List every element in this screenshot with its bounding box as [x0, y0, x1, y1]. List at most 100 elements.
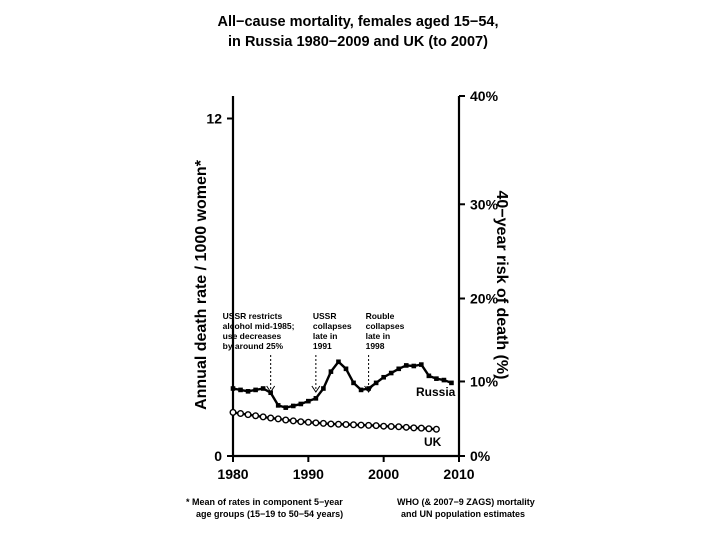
right-y-tick-label: 10%: [470, 373, 499, 389]
russia-data-point: [343, 366, 349, 372]
russia-data-point: [268, 390, 273, 396]
annotation-text-line: USSR: [313, 311, 337, 321]
annotation-text-line: late in: [313, 331, 338, 341]
uk-data-point: [267, 414, 275, 422]
russia-data-point: [441, 377, 447, 383]
uk-data-point: [244, 411, 252, 419]
russia-data-point: [403, 363, 409, 368]
uk-data-point: [357, 421, 365, 429]
uk-series: [229, 408, 440, 433]
footnote-right-line-1: WHO (& 2007−9 ZAGS) mortality: [397, 497, 535, 507]
right-y-tick-label: 20%: [470, 291, 499, 307]
russia-data-point: [306, 398, 311, 404]
russia-data-point: [419, 362, 424, 367]
uk-data-point: [304, 418, 312, 426]
uk-data-point: [327, 420, 335, 428]
uk-data-point: [237, 410, 245, 418]
russia-data-point: [381, 374, 386, 380]
uk-series-label: UK: [424, 435, 442, 449]
chart-title-line-2: in Russia 1980−2009 and UK (to 2007): [228, 34, 488, 50]
russia-data-point: [351, 380, 356, 386]
russia-series-label: Russia: [416, 385, 456, 399]
annotation-text-line: collapses: [313, 321, 352, 331]
russia-data-point: [396, 366, 402, 372]
footnote-left-line-1: * Mean of rates in component 5−year: [186, 497, 343, 507]
uk-data-point: [229, 408, 237, 416]
russia-data-point: [290, 403, 296, 409]
russia-data-point: [313, 396, 319, 401]
russia-data-point: [230, 386, 236, 391]
annotation-text-line: late in: [366, 331, 391, 341]
russia-data-point: [358, 387, 364, 393]
uk-data-point: [425, 425, 433, 433]
russia-data-point: [283, 405, 289, 410]
uk-data-point: [342, 421, 350, 429]
russia-data-point: [253, 387, 258, 393]
annotation-arrowhead: [311, 385, 321, 393]
left-y-axis-label: Annual death rate / 1000 women*: [193, 159, 210, 410]
chart-title-line-1: All−cause mortality, females aged 15−54,: [217, 14, 498, 30]
left-y-axis-ticks: 0 12: [206, 111, 233, 464]
annotation-text-line: use decreases: [223, 331, 282, 341]
russia-data-point: [388, 370, 394, 376]
right-y-tick-label: 0%: [470, 448, 491, 464]
uk-data-point: [259, 413, 267, 421]
uk-data-point: [417, 424, 425, 432]
russia-data-point: [298, 401, 304, 407]
russia-data-point: [426, 373, 432, 379]
uk-data-point: [252, 412, 260, 420]
uk-data-point: [289, 417, 297, 425]
uk-data-point: [432, 425, 440, 433]
annotation-text-line: USSR restricts: [223, 311, 283, 321]
uk-data-point: [365, 421, 373, 429]
russia-data-point: [328, 369, 334, 374]
uk-data-point: [319, 419, 327, 427]
uk-data-point: [410, 424, 418, 432]
uk-data-point: [274, 415, 282, 423]
left-y-tick-label: 0: [214, 448, 222, 464]
left-y-tick-label: 12: [206, 111, 222, 127]
footnote-right-line-2: and UN population estimates: [401, 509, 525, 519]
annotation-text-line: alcohol mid-1985;: [223, 321, 295, 331]
uk-data-point: [334, 420, 342, 428]
uk-data-point: [350, 421, 358, 429]
russia-data-point: [260, 386, 266, 391]
annotation-text-line: collapses: [366, 321, 405, 331]
right-y-tick-label: 40%: [470, 88, 499, 104]
right-y-axis-label: 40−year risk of death (%): [493, 191, 510, 380]
uk-data-point: [402, 423, 410, 431]
annotation-text-line: 1998: [366, 341, 385, 351]
russia-data-point: [366, 386, 371, 391]
russia-data-point: [245, 389, 251, 394]
annotation-text-line: 1991: [313, 341, 332, 351]
right-y-axis-ticks: 0% 10% 20% 30% 40%: [459, 88, 499, 464]
uk-data-point: [372, 422, 380, 430]
uk-data-point: [387, 422, 395, 430]
uk-data-point: [380, 422, 388, 430]
x-tick-label: 1980: [217, 466, 248, 482]
uk-data-point: [312, 419, 320, 427]
russia-data-point: [321, 386, 326, 391]
russia-series: [230, 359, 454, 410]
footnote-left-line-2: age groups (15−19 to 50−54 years): [196, 509, 343, 519]
x-axis-ticks: 1980 1990 2000 2010: [217, 456, 475, 482]
russia-data-point: [449, 380, 454, 386]
uk-data-point: [282, 416, 290, 424]
x-tick-label: 2000: [368, 466, 399, 482]
uk-data-point: [297, 418, 305, 426]
russia-data-point: [275, 403, 281, 408]
russia-data-point: [373, 380, 379, 386]
russia-data-point: [238, 387, 243, 393]
x-tick-label: 1990: [293, 466, 324, 482]
russia-data-point: [336, 359, 341, 365]
annotation-text-line: Rouble: [366, 311, 395, 321]
russia-data-point: [411, 363, 417, 369]
x-tick-label: 2010: [443, 466, 474, 482]
russia-data-point: [434, 376, 439, 381]
right-y-tick-label: 30%: [470, 196, 499, 212]
series-line: [232, 411, 437, 431]
uk-data-point: [395, 423, 403, 431]
annotation-text-line: by around 25%: [223, 341, 284, 351]
